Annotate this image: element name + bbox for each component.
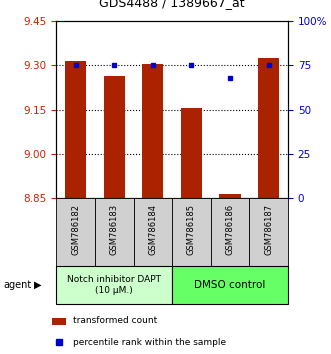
Text: GSM786186: GSM786186 — [225, 204, 235, 255]
Bar — [142, 64, 164, 198]
Text: percentile rank within the sample: percentile rank within the sample — [73, 338, 227, 347]
Bar — [258, 58, 279, 198]
Text: DMSO control: DMSO control — [194, 280, 266, 290]
Text: transformed count: transformed count — [73, 316, 158, 325]
Bar — [104, 76, 125, 198]
Text: agent: agent — [3, 280, 31, 290]
Text: GSM786185: GSM786185 — [187, 204, 196, 255]
Bar — [95, 198, 133, 266]
Text: GSM786183: GSM786183 — [110, 204, 119, 255]
Text: GSM786187: GSM786187 — [264, 204, 273, 255]
Bar — [249, 198, 288, 266]
Bar — [56, 198, 95, 266]
Text: GSM786184: GSM786184 — [148, 204, 157, 255]
Bar — [56, 266, 172, 304]
Text: GDS4488 / 1389667_at: GDS4488 / 1389667_at — [99, 0, 245, 9]
Text: Notch inhibitor DAPT
(10 μM.): Notch inhibitor DAPT (10 μM.) — [67, 275, 161, 295]
Text: GSM786182: GSM786182 — [71, 204, 80, 255]
Text: ▶: ▶ — [34, 280, 42, 290]
Bar — [181, 108, 202, 198]
Bar — [65, 61, 86, 198]
Bar — [133, 198, 172, 266]
Bar — [172, 266, 288, 304]
Bar — [172, 198, 211, 266]
Bar — [211, 198, 249, 266]
Bar — [52, 318, 66, 325]
Bar — [219, 194, 241, 198]
